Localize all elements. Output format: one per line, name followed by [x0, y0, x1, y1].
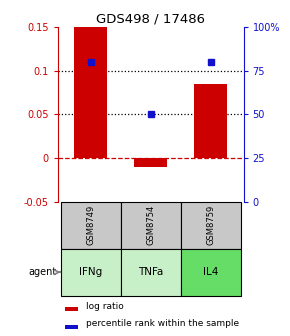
- Bar: [61, 202, 121, 249]
- Bar: [121, 202, 181, 249]
- Text: GSM8754: GSM8754: [146, 205, 155, 245]
- Text: IFNg: IFNg: [79, 267, 103, 277]
- Text: TNFa: TNFa: [138, 267, 164, 277]
- Title: GDS498 / 17486: GDS498 / 17486: [96, 13, 205, 26]
- Bar: [194, 84, 227, 158]
- Bar: [66, 325, 78, 329]
- Bar: [121, 249, 181, 296]
- Text: IL4: IL4: [203, 267, 218, 277]
- Bar: [75, 27, 107, 158]
- Text: log ratio: log ratio: [86, 301, 124, 310]
- Text: GSM8759: GSM8759: [206, 205, 215, 245]
- Bar: [66, 307, 78, 311]
- Bar: [61, 249, 121, 296]
- Bar: [181, 249, 241, 296]
- Bar: [181, 202, 241, 249]
- Bar: [134, 158, 167, 167]
- Text: GSM8749: GSM8749: [86, 205, 95, 245]
- Text: agent: agent: [28, 267, 57, 277]
- Text: percentile rank within the sample: percentile rank within the sample: [86, 319, 239, 328]
